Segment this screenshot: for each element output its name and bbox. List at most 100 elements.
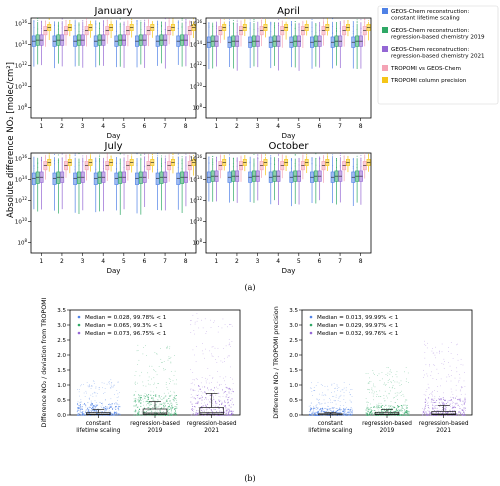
scatter-point: [86, 382, 88, 383]
outlier-point: [315, 153, 317, 155]
scatter-point: [91, 408, 93, 409]
outlier-point: [164, 162, 166, 163]
scatter-point: [168, 356, 170, 358]
scatter-point: [214, 414, 216, 416]
x-axis-label: Day: [282, 132, 296, 140]
scatter-point: [317, 399, 319, 401]
outlier-point: [274, 163, 276, 165]
scatter-point: [140, 402, 142, 404]
scatter-point: [454, 377, 456, 379]
legend-frame: [377, 5, 499, 105]
scatter-point: [406, 410, 408, 412]
scatter-point: [221, 414, 223, 416]
scatter-point: [133, 401, 135, 403]
scatter-point: [144, 408, 146, 409]
scatter-point: [115, 407, 117, 409]
scatter-point: [221, 411, 223, 413]
scatter-point: [322, 385, 323, 386]
scatter-point: [400, 414, 401, 416]
scatter-point: [210, 399, 212, 401]
scatter-point: [117, 407, 119, 409]
scatter-point: [371, 387, 373, 389]
scatter-point: [317, 408, 318, 410]
scatter-point: [426, 347, 428, 349]
scatter-point: [461, 413, 463, 415]
scatter-point: [464, 414, 466, 416]
scatter-point: [385, 384, 387, 385]
scatter-point: [332, 396, 333, 397]
scatter-point: [139, 409, 141, 411]
scatter-point: [325, 411, 327, 412]
y-tick-label: 1.5: [57, 368, 66, 374]
scatter-point: [232, 378, 233, 380]
scatter-point: [79, 411, 81, 413]
scatter-point: [147, 372, 149, 374]
scatter-point: [227, 326, 228, 328]
box-day7-gc_constant: [330, 154, 335, 204]
scatter-point: [373, 410, 375, 411]
scatter-point: [403, 414, 405, 416]
scatter-point: [439, 352, 440, 354]
scatter-point: [449, 400, 451, 402]
scatter-point: [228, 405, 230, 407]
outlier-point: [253, 21, 255, 23]
scatter-point: [111, 414, 113, 416]
scatter-point: [161, 396, 162, 397]
scatter-point: [424, 405, 426, 407]
scatter-point: [463, 414, 465, 416]
scatter-point: [230, 399, 232, 401]
scatter-point: [194, 406, 196, 408]
scatter-point: [340, 390, 342, 392]
scatter-point: [115, 413, 117, 415]
scatter-point: [135, 409, 136, 411]
outlier-point: [336, 158, 337, 159]
y-tick-label: 108: [192, 238, 202, 247]
outlier-point: [216, 31, 218, 33]
scatter-point: [96, 405, 98, 407]
scatter-point: [333, 410, 335, 412]
box-day7-gc_constant: [155, 20, 160, 66]
scatter-point: [109, 413, 110, 414]
outlier-point: [326, 18, 328, 20]
scatter-point: [391, 410, 393, 411]
scatter-point: [171, 406, 173, 407]
scatter-point: [347, 411, 349, 413]
scatter-point: [170, 380, 171, 382]
outlier-point: [219, 22, 221, 24]
scatter-point: [375, 410, 377, 412]
scatter-point: [344, 414, 345, 416]
scatter-point: [377, 404, 379, 406]
scatter-point: [343, 408, 345, 410]
scatter-point: [204, 391, 206, 393]
scatter-point: [138, 400, 140, 402]
scatter-point: [379, 413, 381, 415]
scatter-point: [86, 392, 87, 394]
scatter-point: [163, 407, 165, 408]
scatter-point: [110, 413, 112, 415]
x-tick-label: 6: [143, 123, 147, 130]
scatter-point: [404, 371, 406, 373]
scatter-point: [339, 410, 341, 412]
scatter-point: [105, 406, 106, 408]
scatter-point: [190, 332, 192, 333]
scatter-point: [310, 414, 312, 416]
scatter-point: [170, 414, 172, 416]
scatter-point: [451, 405, 453, 407]
scatter-point: [194, 323, 196, 325]
y-tick-label: 1.5: [289, 368, 298, 374]
scatter-point: [372, 412, 374, 414]
scatter-point: [171, 394, 173, 396]
scatter-point: [160, 403, 162, 405]
y-tick-label: 1016: [15, 19, 28, 28]
box-day6-gc_2021: [317, 156, 322, 201]
box-day7-tropomi_vs_gc: [167, 153, 172, 182]
scatter-point: [221, 404, 223, 405]
scatter-point: [367, 414, 369, 415]
outlier-point: [57, 154, 59, 156]
y-tick-label: 0.0: [57, 413, 66, 419]
scatter-point: [163, 368, 164, 369]
scatter-point: [383, 414, 385, 416]
x-tick-label: 5: [297, 258, 301, 265]
box-day1-tropomi_vs_gc: [218, 154, 223, 179]
scatter-point: [133, 414, 135, 416]
